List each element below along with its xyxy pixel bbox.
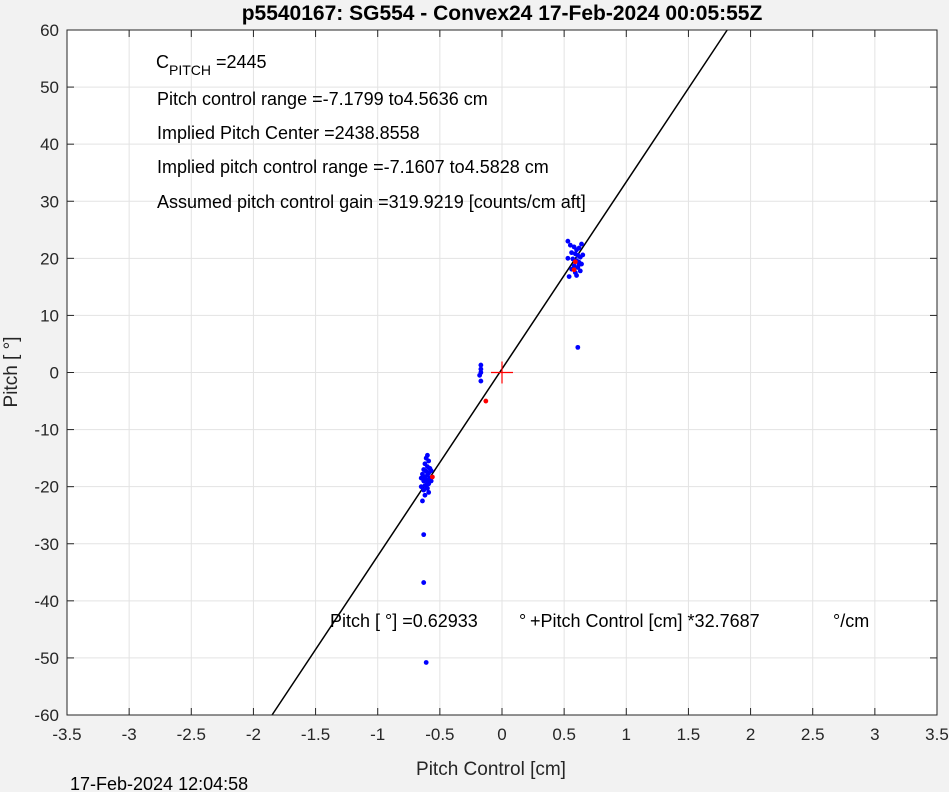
c-pitch-value: =2445 <box>211 52 267 72</box>
data-point-blue <box>575 344 581 350</box>
c-pitch-subscript: PITCH <box>169 62 211 78</box>
grid-lines <box>67 30 937 715</box>
data-point-blue <box>428 468 434 474</box>
data-point-blue <box>421 580 427 585</box>
x-tick-label: -2 <box>246 725 261 744</box>
equation-part-3: +Pitch Control [cm] *32.7687 <box>530 611 760 631</box>
data-point-blue <box>421 532 427 538</box>
equation-part-2: ° <box>519 611 526 631</box>
data-point-blue <box>571 263 577 269</box>
x-tick-label: 1 <box>622 725 631 744</box>
x-ticks: -3.5 -3 -2.5 -2 -1.5 -1 -0.5 0 0.5 1 1.5 2 2.5 3 3.5 <box>52 30 949 744</box>
x-axis-label: Pitch Control [cm] <box>416 759 566 780</box>
x-tick-label: 2 <box>746 725 755 744</box>
data-point-blue <box>426 458 432 464</box>
x-tick-label: 1.5 <box>677 725 701 744</box>
data-point-blue <box>567 242 573 248</box>
y-tick-label: -60 <box>34 706 59 725</box>
y-tick-label: -20 <box>34 478 59 497</box>
implied-pitch-center-annotation: Implied Pitch Center =2438.8558 <box>157 123 420 143</box>
pitch-control-range-annotation: Pitch control range =-7.1799 to4.5636 cm <box>157 89 488 109</box>
data-point-blue <box>478 366 484 372</box>
c-pitch-base: C <box>156 52 169 72</box>
data-point-blue <box>566 274 572 279</box>
data-point-blue <box>478 378 484 384</box>
data-point-blue <box>421 487 427 493</box>
x-tick-label: 0.5 <box>552 725 576 744</box>
data-point-blue <box>425 485 430 491</box>
data-point-blue <box>478 362 484 368</box>
data-point-blue <box>577 268 583 274</box>
data-point-blue <box>418 475 424 481</box>
data-point-blue <box>574 273 579 278</box>
y-ticks: -60 -50 -40 -30 -20 -10 0 10 20 30 40 50 60 <box>34 21 937 725</box>
data-point-red <box>571 267 577 273</box>
data-point-blue <box>576 245 582 251</box>
y-tick-label: 60 <box>40 21 59 40</box>
data-point-blue <box>569 250 574 256</box>
data-point-blue <box>576 262 582 268</box>
x-tick-label: 3 <box>870 725 879 744</box>
y-tick-label: 20 <box>40 249 59 268</box>
x-tick-label: -1.5 <box>301 725 330 744</box>
x-tick-label: 3.5 <box>925 725 949 744</box>
data-point-blue <box>579 241 584 247</box>
y-tick-label: -30 <box>34 535 59 554</box>
equation-part-1: Pitch [ °] =0.62933 <box>330 611 478 631</box>
data-point-blue <box>422 492 428 498</box>
x-tick-label: -3 <box>122 725 137 744</box>
data-point-blue <box>423 660 429 665</box>
x-tick-label: -2.5 <box>177 725 206 744</box>
chart-title: p5540167: SG554 - Convex24 17-Feb-2024 0… <box>242 2 763 25</box>
data-point-blue <box>477 372 483 378</box>
y-tick-label: 30 <box>40 192 59 211</box>
y-tick-label: 10 <box>40 306 59 325</box>
data-point-blue <box>580 252 586 258</box>
equation-part-4: °/cm <box>833 611 869 631</box>
y-tick-label: 0 <box>50 364 59 383</box>
fit-equation-annotation: Pitch [ °] =0.62933 ° +Pitch Control [cm… <box>330 611 869 631</box>
pitch-gain-annotation: Assumed pitch control gain =319.9219 [co… <box>157 192 586 212</box>
y-tick-label: -10 <box>34 421 59 440</box>
data-point-red <box>430 474 435 480</box>
x-tick-label: -0.5 <box>425 725 454 744</box>
x-tick-label: 2.5 <box>801 725 825 744</box>
c-pitch-annotation: CPITCH =2445 <box>156 52 267 78</box>
data-points <box>418 238 586 665</box>
center-marker-group <box>491 361 513 384</box>
implied-pitch-range-annotation: Implied pitch control range =-7.1607 to4… <box>157 157 549 177</box>
x-tick-label: 0 <box>497 725 506 744</box>
timestamp-footer: 17-Feb-2024 12:04:58 <box>70 774 248 792</box>
data-point-red <box>483 398 489 404</box>
y-tick-label: 50 <box>40 78 59 97</box>
data-point-blue <box>565 255 571 261</box>
data-point-blue <box>420 498 425 504</box>
data-point-blue <box>565 238 571 244</box>
y-axis-label: Pitch [ °] <box>1 337 22 408</box>
data-point-blue <box>428 478 434 484</box>
y-tick-label: -40 <box>34 592 59 611</box>
data-point-blue <box>426 489 432 495</box>
y-tick-label: -50 <box>34 649 59 668</box>
x-tick-label: -1 <box>370 725 385 744</box>
data-point-blue <box>418 484 424 490</box>
y-tick-label: 40 <box>40 135 59 154</box>
x-tick-label: -3.5 <box>52 725 81 744</box>
data-point-red <box>572 259 578 265</box>
